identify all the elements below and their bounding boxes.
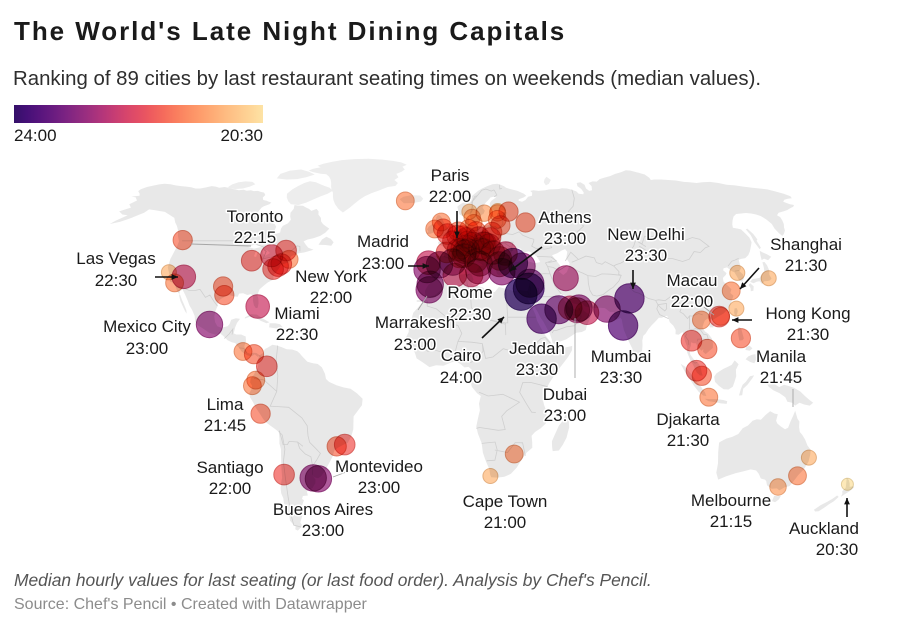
svg-text:Athens: Athens	[539, 208, 592, 227]
svg-text:24:00: 24:00	[440, 368, 483, 387]
svg-text:23:30: 23:30	[625, 246, 668, 265]
svg-text:22:00: 22:00	[310, 288, 353, 307]
svg-text:20:30: 20:30	[816, 540, 859, 559]
svg-text:Toronto: Toronto	[227, 207, 284, 226]
svg-text:22:30: 22:30	[95, 271, 138, 290]
svg-text:Lima: Lima	[207, 395, 244, 414]
svg-text:22:00: 22:00	[209, 479, 252, 498]
svg-text:New York: New York	[295, 267, 367, 286]
svg-text:Las Vegas: Las Vegas	[76, 249, 155, 268]
svg-text:21:15: 21:15	[710, 512, 753, 531]
svg-text:22:00: 22:00	[671, 292, 714, 311]
svg-text:Paris: Paris	[431, 166, 470, 185]
svg-text:Santiago: Santiago	[196, 458, 263, 477]
svg-text:Macau: Macau	[666, 271, 717, 290]
svg-text:21:30: 21:30	[787, 325, 830, 344]
svg-text:21:00: 21:00	[484, 513, 527, 532]
svg-text:Madrid: Madrid	[357, 232, 409, 251]
svg-text:23:00: 23:00	[362, 254, 405, 273]
svg-text:Rome: Rome	[447, 283, 492, 302]
svg-text:Cairo: Cairo	[441, 346, 482, 365]
svg-text:Hong Kong: Hong Kong	[765, 304, 850, 323]
svg-text:23:00: 23:00	[544, 406, 587, 425]
svg-text:Auckland: Auckland	[789, 519, 859, 538]
svg-text:Dubai: Dubai	[543, 385, 587, 404]
svg-text:22:15: 22:15	[234, 228, 277, 247]
svg-text:Manila: Manila	[756, 347, 807, 366]
svg-text:23:00: 23:00	[394, 335, 437, 354]
svg-text:Jeddah: Jeddah	[509, 339, 565, 358]
svg-text:22:30: 22:30	[449, 305, 492, 324]
svg-text:Shanghai: Shanghai	[770, 235, 842, 254]
svg-text:21:45: 21:45	[204, 416, 247, 435]
svg-text:23:00: 23:00	[544, 229, 587, 248]
svg-text:23:00: 23:00	[302, 521, 345, 540]
svg-text:Djakarta: Djakarta	[656, 410, 720, 429]
svg-text:21:30: 21:30	[667, 431, 710, 450]
svg-text:Montevideo: Montevideo	[335, 457, 423, 476]
svg-text:23:30: 23:30	[600, 368, 643, 387]
svg-text:22:00: 22:00	[429, 187, 472, 206]
svg-text:Miami: Miami	[274, 304, 319, 323]
svg-text:Marrakesh: Marrakesh	[375, 313, 455, 332]
svg-text:New Delhi: New Delhi	[607, 225, 684, 244]
svg-text:23:00: 23:00	[126, 339, 169, 358]
svg-text:Melbourne: Melbourne	[691, 491, 771, 510]
svg-text:Cape Town: Cape Town	[463, 492, 548, 511]
svg-text:21:30: 21:30	[785, 256, 828, 275]
svg-text:Mexico City: Mexico City	[103, 317, 191, 336]
svg-text:23:00: 23:00	[358, 478, 401, 497]
svg-text:23:30: 23:30	[516, 360, 559, 379]
svg-text:22:30: 22:30	[276, 325, 319, 344]
svg-text:Mumbai: Mumbai	[591, 347, 651, 366]
svg-text:21:45: 21:45	[760, 368, 803, 387]
svg-text:Buenos Aires: Buenos Aires	[273, 500, 373, 519]
